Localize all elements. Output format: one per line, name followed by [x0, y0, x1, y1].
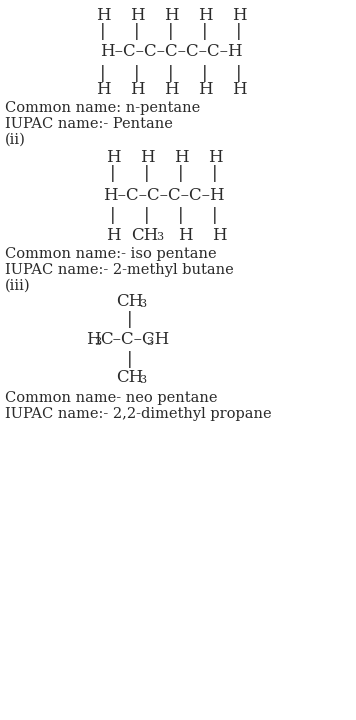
- Text: |: |: [127, 351, 133, 369]
- Text: CH: CH: [116, 369, 143, 387]
- Text: Common name- neo pentane: Common name- neo pentane: [5, 391, 218, 405]
- Text: Common name:- iso pentane: Common name:- iso pentane: [5, 247, 216, 261]
- Text: |: |: [212, 207, 218, 225]
- Text: |: |: [134, 22, 140, 40]
- Text: IUPAC name:- 2-methyl butane: IUPAC name:- 2-methyl butane: [5, 263, 234, 277]
- Text: H: H: [164, 81, 178, 97]
- Text: H: H: [106, 227, 120, 243]
- Text: H: H: [140, 150, 154, 166]
- Text: (iii): (iii): [5, 279, 31, 293]
- Text: |: |: [100, 22, 106, 40]
- Text: |: |: [100, 65, 106, 81]
- Text: H: H: [106, 150, 120, 166]
- Text: |: |: [127, 312, 133, 328]
- Text: H–C–C–C–C–C–H: H–C–C–C–C–C–H: [100, 43, 242, 60]
- Text: H–C–C–C–C–H: H–C–C–C–C–H: [103, 186, 225, 204]
- Text: |: |: [236, 22, 242, 40]
- Text: |: |: [236, 65, 242, 81]
- Text: H: H: [232, 6, 246, 24]
- Text: CH: CH: [131, 227, 159, 243]
- Text: |: |: [202, 65, 208, 81]
- Text: |: |: [202, 22, 208, 40]
- Text: Common name: n-pentane: Common name: n-pentane: [5, 101, 200, 115]
- Text: 3: 3: [139, 299, 146, 309]
- Text: H: H: [164, 6, 178, 24]
- Text: CH: CH: [116, 294, 143, 310]
- Text: 3: 3: [146, 337, 153, 347]
- Text: H: H: [198, 81, 212, 97]
- Text: |: |: [178, 166, 184, 182]
- Text: |: |: [178, 207, 184, 225]
- Text: |: |: [144, 166, 150, 182]
- Text: 3: 3: [156, 232, 163, 242]
- Text: |: |: [168, 22, 174, 40]
- Text: IUPAC name:- Pentane: IUPAC name:- Pentane: [5, 117, 173, 131]
- Text: |: |: [212, 166, 218, 182]
- Text: H: H: [174, 150, 188, 166]
- Text: H: H: [130, 81, 144, 97]
- Text: |: |: [168, 65, 174, 81]
- Text: H: H: [96, 6, 110, 24]
- Text: H: H: [232, 81, 246, 97]
- Text: H: H: [86, 331, 101, 348]
- Text: |: |: [110, 166, 116, 182]
- Text: |: |: [144, 207, 150, 225]
- Text: |: |: [110, 207, 116, 225]
- Text: C–C–CH: C–C–CH: [100, 331, 169, 348]
- Text: |: |: [134, 65, 140, 81]
- Text: H: H: [130, 6, 144, 24]
- Text: (ii): (ii): [5, 133, 26, 147]
- Text: H: H: [178, 227, 192, 243]
- Text: H: H: [208, 150, 222, 166]
- Text: IUPAC name:- 2,2-dimethyl propane: IUPAC name:- 2,2-dimethyl propane: [5, 407, 272, 421]
- Text: 3: 3: [139, 375, 146, 385]
- Text: H: H: [212, 227, 226, 243]
- Text: H: H: [198, 6, 212, 24]
- Text: H: H: [96, 81, 110, 97]
- Text: 3: 3: [94, 337, 101, 347]
